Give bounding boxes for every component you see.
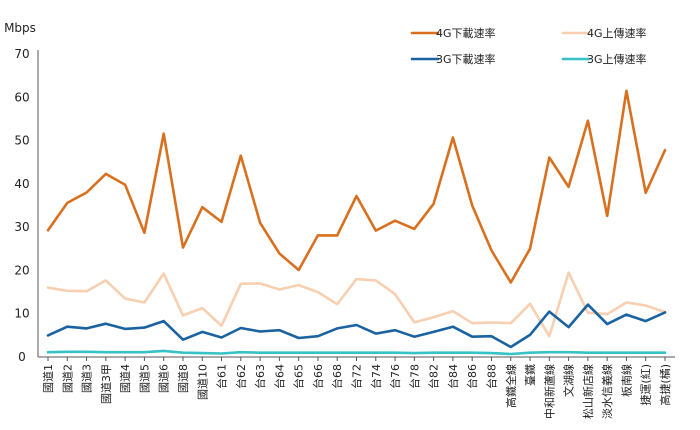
x-tick-label: 文湖線 bbox=[562, 364, 576, 397]
x-tick-label: 國道4 bbox=[118, 364, 132, 393]
y-tick-label: 40 bbox=[14, 177, 29, 191]
x-tick-label: 台66 bbox=[311, 364, 325, 389]
x-tick-label: 台84 bbox=[446, 364, 460, 389]
y-tick-label: 60 bbox=[14, 90, 29, 104]
legend-label: 4G下載速率 bbox=[436, 26, 496, 40]
x-tick-label: 台63 bbox=[253, 364, 267, 389]
y-tick-label: 70 bbox=[14, 47, 29, 61]
x-tick-label: 板南線 bbox=[619, 364, 633, 397]
y-tick-label: 30 bbox=[14, 220, 29, 234]
x-tick-label: 台74 bbox=[369, 364, 383, 389]
y-axis-label: Mbps bbox=[4, 21, 36, 35]
series-line-3 bbox=[46, 303, 667, 349]
x-tick-label: 台61 bbox=[215, 364, 229, 389]
x-tick-label: 台65 bbox=[292, 364, 306, 389]
x-tick-label: 臺鐵 bbox=[523, 364, 537, 386]
x-tick-label: 國道5 bbox=[137, 364, 151, 393]
legend-label: 3G下載速率 bbox=[436, 52, 496, 66]
x-tick-label: 國道10 bbox=[195, 364, 209, 400]
series-line-1 bbox=[46, 89, 667, 284]
series-line-2 bbox=[46, 271, 667, 338]
x-tick-label: 台62 bbox=[234, 364, 248, 389]
y-tick-label: 10 bbox=[14, 307, 29, 321]
x-tick-label: 淡水信義線 bbox=[600, 364, 614, 419]
y-tick-label: 50 bbox=[14, 134, 29, 148]
x-tick-label: 高捷(橘) bbox=[658, 364, 672, 406]
x-tick-label: 國道6 bbox=[157, 364, 171, 393]
x-tick-label: 捷運(紅) bbox=[639, 364, 653, 406]
x-tick-label: 中和新蘆線 bbox=[542, 364, 556, 419]
x-tick-label: 松山新店線 bbox=[581, 364, 595, 419]
x-tick-label: 國道8 bbox=[176, 364, 190, 393]
y-tick-label: 0 bbox=[18, 350, 26, 364]
legend-label: 3G上傳速率 bbox=[587, 52, 647, 66]
x-tick-label: 台76 bbox=[388, 364, 402, 389]
x-tick-label: 國道3甲 bbox=[99, 364, 113, 404]
x-tick-label: 台72 bbox=[350, 364, 364, 389]
x-tick-label: 國道1 bbox=[41, 364, 55, 393]
x-tick-label: 國道3 bbox=[80, 364, 94, 393]
x-tick-label: 國道2 bbox=[60, 364, 74, 393]
series-line-4 bbox=[46, 349, 667, 356]
legend-label: 4G上傳速率 bbox=[587, 26, 647, 40]
x-tick-label: 台88 bbox=[484, 364, 498, 389]
x-tick-label: 台82 bbox=[427, 364, 441, 389]
x-tick-label: 台86 bbox=[465, 364, 479, 389]
y-tick-label: 20 bbox=[14, 263, 29, 277]
x-tick-label: 台68 bbox=[330, 364, 344, 389]
x-tick-label: 台78 bbox=[407, 364, 421, 389]
x-tick-label: 高鐵全線 bbox=[504, 364, 518, 408]
x-tick-label: 台64 bbox=[272, 364, 286, 389]
